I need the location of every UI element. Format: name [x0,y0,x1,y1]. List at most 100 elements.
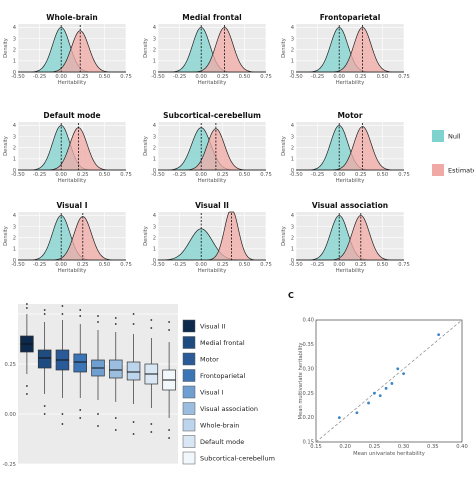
x-tick-label: 0.75 [398,262,410,268]
legend-label-frontoparietal: Frontoparietal [200,372,246,380]
legend-label-visual-association: Visual association [200,405,258,413]
panel-title: Frontoparietal [320,13,381,22]
legend-key-visual-ii [182,319,196,333]
y-tick-label: 1 [291,157,294,163]
box-outlier [25,303,28,305]
legend-key-medial-frontal [182,336,196,349]
scatter-point [367,401,370,405]
y-tick-label: 0 [291,70,294,76]
box-outlier [79,417,82,419]
legend-label-subcortical-cerebellum: Subcortical-cerebellum [200,455,275,463]
x-tick-label: -0.25 [311,172,324,178]
box-visual-association [109,317,123,431]
density-panel-whole-brain: Whole-brain -0.50 -0.25 0.00 0.25 0.50 0.75 0 1 2… [3,13,132,86]
y-tick-label: 4 [153,213,157,219]
y-tick-label: 2 [13,145,16,151]
legend-key-null [432,130,444,142]
x-tick-label: 0.00 [333,262,345,268]
y-axis-label: Density [3,136,9,156]
x-tick-label: 0.15 [310,444,322,450]
y-axis-label: Density [281,38,287,58]
x-tick-label: -0.25 [33,172,46,178]
y-tick-label: 3 [291,134,294,140]
box-body [73,353,87,373]
x-tick-label: 0.50 [239,262,251,268]
x-tick-label: 0.25 [355,172,367,178]
estimate-density-area [158,27,266,73]
box-outlier [79,409,82,411]
scatter-point [396,367,400,371]
box-outlier [25,393,28,395]
panel-title: Medial frontal [182,13,241,22]
legend-key-visual-association [182,402,196,415]
panel-letter-c: C [288,291,294,300]
x-tick-label: 0.25 [217,74,229,80]
density-panel-visual-association: Visual association -0.50 -0.25 0.00 0.25 0.50… [281,201,410,274]
x-tick-label: 0.50 [377,172,389,178]
box-outlier [25,307,28,309]
box-whole-brain [126,313,141,435]
box-outlier [114,323,117,325]
x-axis-label: Heritability [198,80,227,86]
density-panels: Whole-brain -0.50 -0.25 0.00 0.25 0.50 0.75 0 1 2… [3,13,410,274]
density-legend: Null Estimate [432,130,474,176]
y-tick-label: 1 [153,157,156,163]
box-outlier [61,305,64,307]
x-tick-label: -0.50 [289,172,302,178]
box-outlier [43,313,46,315]
boxplot-panel: 0.25 0.00 -0.25 [3,303,178,468]
box-outlier [97,321,99,323]
x-tick-label: -0.25 [311,74,324,80]
x-tick-label: 0.75 [120,262,132,268]
x-tick-label: 0.25 [355,262,367,268]
y-tick-label: 2 [13,47,16,53]
legend-label-default-mode: Default mode [200,438,244,446]
y-tick-label: 0.20 [302,415,314,421]
legend-label-visual-ii: Visual II [200,323,225,331]
box-outlier [150,327,153,329]
y-tick-label: 4 [13,25,17,31]
y-tick-label: 2 [13,235,16,241]
x-axis-label: Heritability [336,268,365,274]
x-tick-label: 0.20 [339,444,351,450]
estimate-density-area [158,128,266,171]
x-tick-label: 0.00 [195,262,207,268]
y-tick-label: 0.00 [4,412,16,418]
legend-key-estimate [432,164,444,176]
box-outlier [114,417,117,419]
y-tick-label: 0 [291,168,294,174]
x-tick-label: -0.50 [151,262,164,268]
panel-title: Whole-brain [46,13,98,22]
x-tick-label: -0.25 [173,262,186,268]
legend-label-visual-i: Visual I [200,389,223,397]
x-tick-label: 0.25 [369,444,381,450]
scatter-point [373,391,376,395]
box-outlier [61,423,64,425]
x-tick-label: 0.75 [260,74,272,80]
box-outlier [168,437,171,439]
y-tick-label: 4 [13,213,17,219]
x-axis-label: Heritability [58,178,87,184]
x-tick-label: 0.00 [55,74,67,80]
y-tick-label: 2 [153,235,156,241]
estimate-density-area [18,30,126,73]
x-axis-label: Heritability [198,268,227,274]
y-tick-label: 4 [153,123,157,129]
y-tick-label: 4 [13,123,17,129]
density-panel-motor: Motor -0.50 -0.25 0.00 0.25 0.50 0.75 0 1 2 3 4 Heri… [281,111,410,184]
y-tick-label: 1 [13,157,16,163]
y-tick-label: 3 [291,224,294,230]
x-axis-label: Heritability [198,178,227,184]
y-tick-label: 0.25 [302,391,314,397]
y-tick-label: -0.25 [3,462,16,468]
y-tick-label: 0.35 [302,342,314,348]
x-axis-label: Heritability [58,80,87,86]
y-tick-label: 3 [153,36,156,42]
box-outlier [43,309,46,311]
box-body [126,361,141,381]
box-medial-frontal [37,309,52,415]
y-tick-label: 0.40 [302,318,314,324]
y-tick-label: 1 [13,247,16,253]
estimate-density-area [296,27,404,73]
x-tick-label: 0.00 [55,262,67,268]
